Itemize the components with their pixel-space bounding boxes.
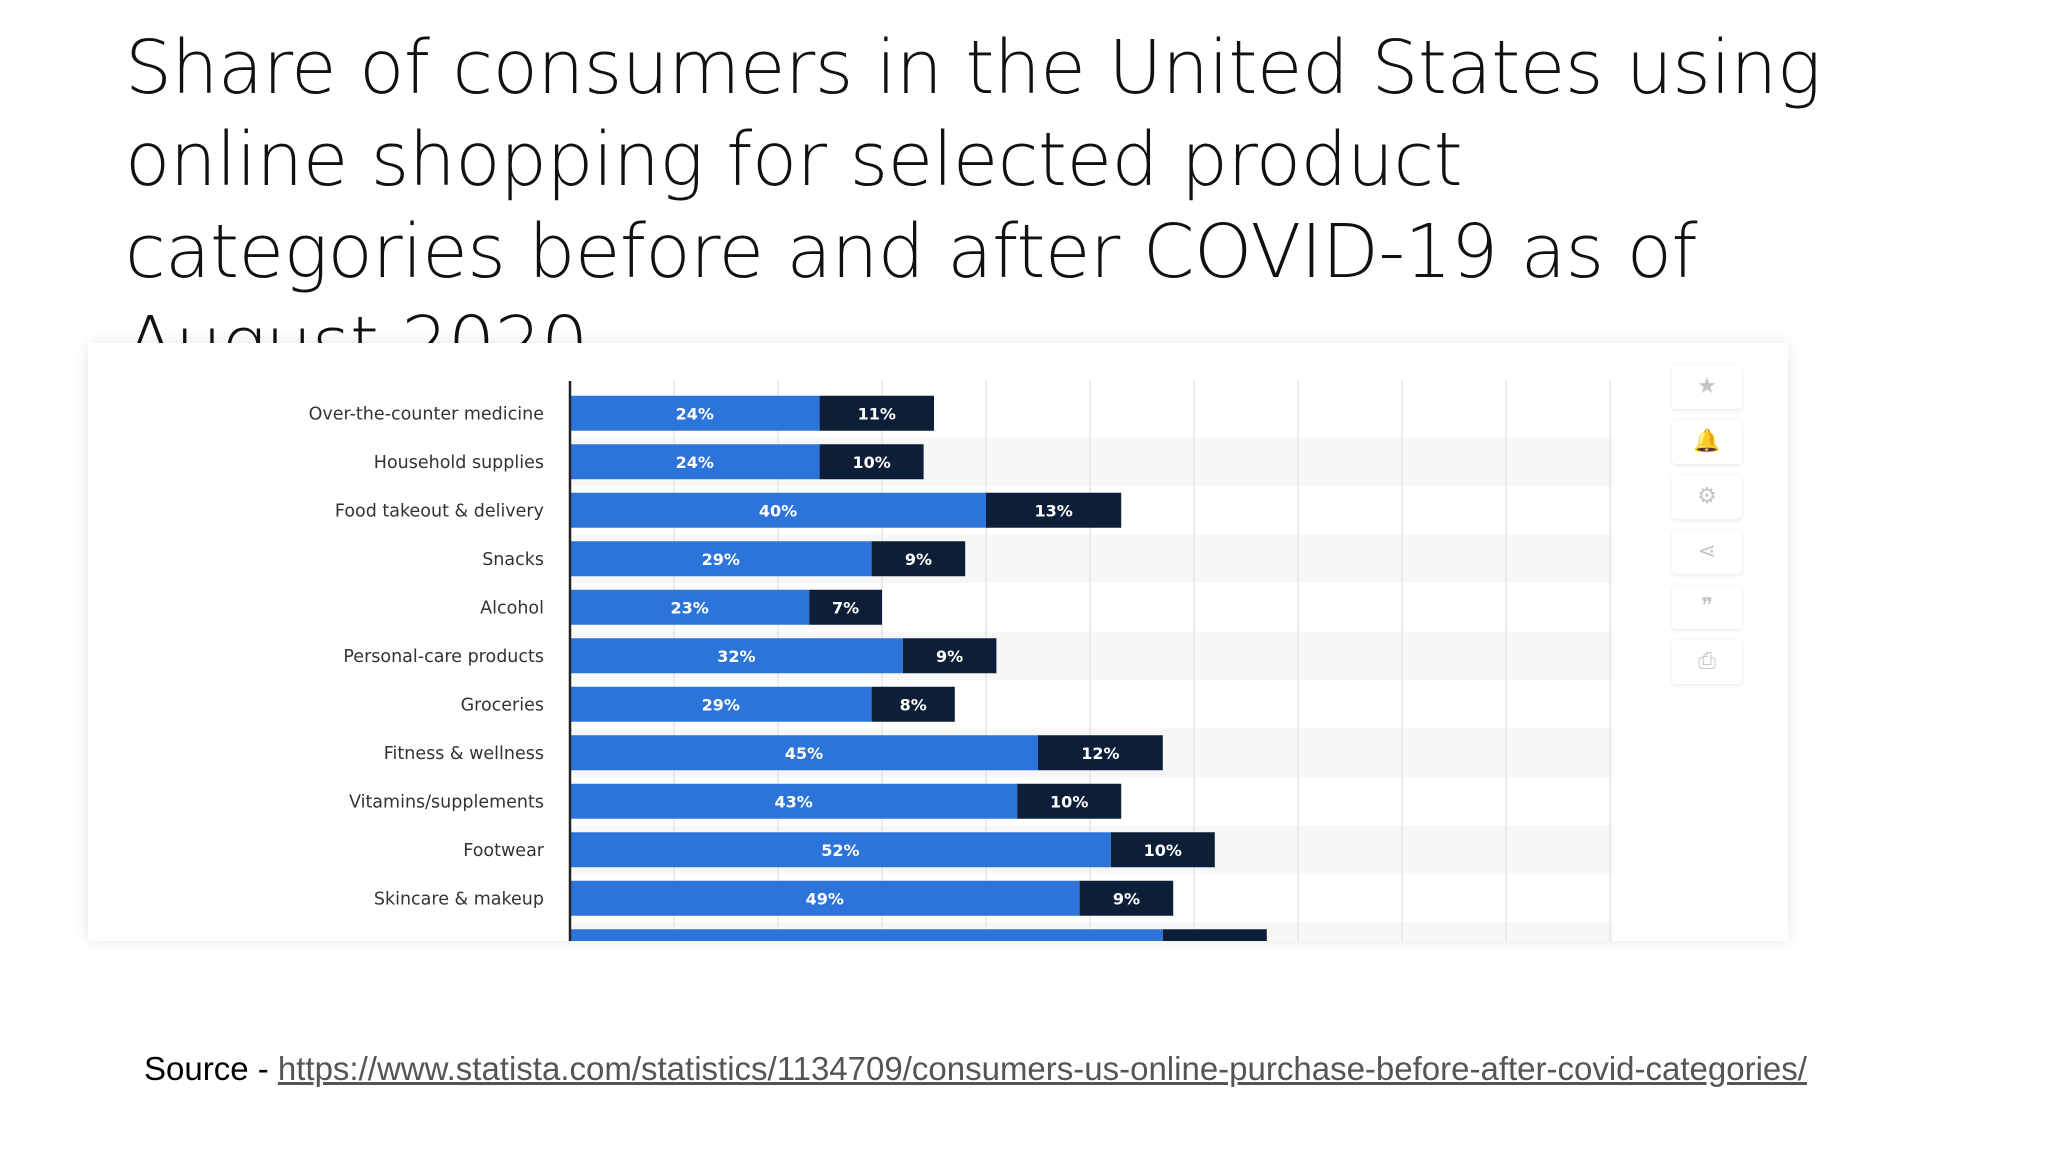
data-label-after: 7% xyxy=(832,598,859,617)
data-label-before: 23% xyxy=(670,598,708,617)
print-button[interactable]: ⎙ xyxy=(1672,640,1742,684)
category-label: Over-the-counter medicine xyxy=(309,404,544,424)
data-label-after: 10% xyxy=(852,453,890,472)
bar-before xyxy=(570,444,820,480)
bar-before xyxy=(570,880,1080,916)
data-label-after: 8% xyxy=(900,695,927,714)
bar-after xyxy=(871,541,966,577)
data-label-before: 49% xyxy=(806,889,844,908)
data-label-after: 10% xyxy=(1144,841,1182,860)
category-label: Footwear xyxy=(463,841,545,861)
bell-button[interactable]: 🔔 xyxy=(1672,420,1742,464)
bar-before xyxy=(570,492,986,528)
data-label-before: 29% xyxy=(702,695,740,714)
data-label-before: 40% xyxy=(759,501,797,520)
data-label-after: 9% xyxy=(1113,889,1140,908)
bar-before xyxy=(570,783,1018,819)
bar-before xyxy=(570,929,1163,941)
chart-card: Over-the-counter medicine 24% 11% Household… xyxy=(88,343,1788,941)
bar-after xyxy=(1079,880,1174,916)
star-icon: ★ xyxy=(1697,374,1717,399)
bar-after xyxy=(819,444,924,480)
bar-chart: Over-the-counter medicine 24% 11% Household… xyxy=(309,381,1613,941)
gear-icon: ⚙ xyxy=(1697,484,1717,509)
bar-after xyxy=(1038,735,1163,771)
data-label-before: 52% xyxy=(821,841,859,860)
bar-before xyxy=(570,395,820,431)
share-button[interactable]: ⋖ xyxy=(1672,530,1742,574)
source-prefix: Source - xyxy=(144,1050,278,1087)
bar-after xyxy=(986,492,1122,528)
bar-before xyxy=(570,832,1111,868)
category-label: Alcohol xyxy=(480,598,544,618)
category-label: Vitamins/supplements xyxy=(349,792,544,812)
bar-before xyxy=(570,541,872,577)
category-label: Food takeout & delivery xyxy=(335,501,544,521)
category-label: Personal-care products xyxy=(343,647,544,667)
category-label: Fitness & wellness xyxy=(384,744,544,764)
data-label-before: 24% xyxy=(676,453,714,472)
bar-after xyxy=(1162,929,1267,941)
bar-before xyxy=(570,686,872,722)
bar-before xyxy=(570,735,1038,771)
source-line: Source - https://www.statista.com/statis… xyxy=(144,1052,1944,1085)
category-label: Snacks xyxy=(482,550,544,570)
data-label-after: 9% xyxy=(936,647,963,666)
data-label-before: 43% xyxy=(774,792,812,811)
share-icon: ⋖ xyxy=(1697,539,1717,564)
bar-after xyxy=(1110,832,1215,868)
data-label-before: 45% xyxy=(785,744,823,763)
bar-after xyxy=(871,686,955,722)
data-label-before: 24% xyxy=(676,404,714,423)
gear-button[interactable]: ⚙ xyxy=(1672,475,1742,519)
bar-after xyxy=(1017,783,1122,819)
data-label-after: 12% xyxy=(1081,744,1119,763)
data-label-after: 13% xyxy=(1034,501,1072,520)
bar-after xyxy=(902,638,997,674)
bar-before xyxy=(570,589,810,625)
bell-icon: 🔔 xyxy=(1693,429,1721,454)
category-label: Groceries xyxy=(461,695,544,715)
star-button[interactable]: ★ xyxy=(1672,365,1742,409)
category-label: Skincare & makeup xyxy=(374,889,544,909)
bar-after xyxy=(809,589,882,625)
data-label-before: 29% xyxy=(702,550,740,569)
quote-icon: ❞ xyxy=(1701,594,1713,619)
data-label-before: 32% xyxy=(717,647,755,666)
quote-button[interactable]: ❞ xyxy=(1672,585,1742,629)
data-label-after: 11% xyxy=(858,404,896,423)
data-label-after: 10% xyxy=(1050,792,1088,811)
category-label: Household supplies xyxy=(374,453,544,473)
slide-title: Share of consumers in the United States … xyxy=(125,25,1821,387)
bar-after xyxy=(819,395,934,431)
data-label-after: 9% xyxy=(905,550,932,569)
source-link[interactable]: https://www.statista.com/statistics/1134… xyxy=(277,1050,1807,1087)
print-icon: ⎙ xyxy=(1698,649,1716,674)
bar-before xyxy=(570,638,903,674)
